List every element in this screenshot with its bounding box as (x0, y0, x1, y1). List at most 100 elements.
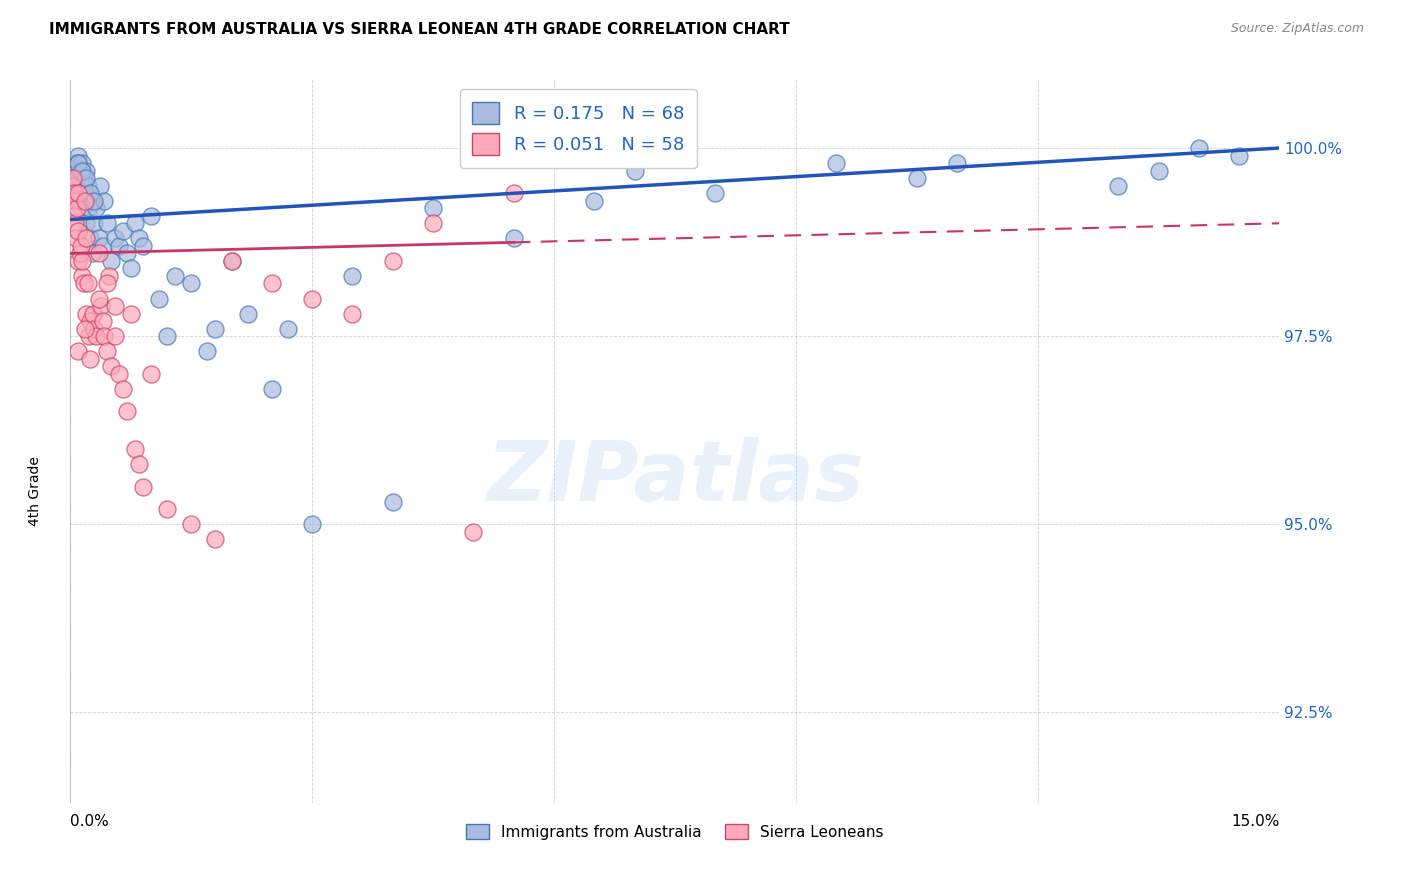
Point (704, 186, 727, 201)
Point (463, 524, 485, 539)
Point (65, 231, 87, 245)
Point (75, 307, 97, 321)
Point (89, 178, 111, 193)
Point (67, 156, 90, 170)
Point (72, 156, 94, 170)
Point (381, 253, 404, 268)
Point (260, 277, 283, 291)
Point (583, 194, 606, 208)
Point (63, 156, 86, 170)
Point (277, 321, 299, 335)
Point (120, 261, 142, 276)
Point (79, 186, 101, 201)
Point (107, 367, 129, 381)
Point (73, 194, 96, 208)
Point (195, 344, 218, 359)
Text: 4th Grade: 4th Grade (28, 456, 42, 525)
Point (422, 201, 444, 215)
Point (69, 163, 91, 178)
Point (107, 239, 129, 253)
Point (67, 186, 90, 201)
Point (63, 209, 86, 223)
Point (77, 201, 100, 215)
Point (79, 231, 101, 245)
Point (946, 156, 969, 170)
Point (84, 201, 107, 215)
Point (75, 216, 97, 230)
Point (91, 239, 114, 253)
Point (66, 224, 89, 238)
Point (1188, 141, 1211, 155)
Point (69, 246, 91, 260)
Point (67, 156, 90, 170)
Point (422, 216, 444, 230)
Point (1147, 163, 1170, 178)
Point (100, 359, 122, 374)
Point (180, 277, 202, 291)
Point (77, 178, 100, 193)
Point (96, 344, 118, 359)
Point (115, 246, 138, 260)
Point (83, 194, 105, 208)
Text: 0.0%: 0.0% (70, 814, 110, 829)
Point (67, 194, 90, 208)
Point (77, 277, 100, 291)
Point (96, 277, 118, 291)
Point (502, 231, 524, 245)
Point (63, 178, 86, 193)
Point (111, 224, 134, 238)
Point (62, 186, 84, 201)
Point (83, 321, 105, 335)
Point (221, 253, 243, 268)
Point (236, 307, 259, 321)
Point (67, 344, 90, 359)
Point (139, 367, 162, 381)
Text: Source: ZipAtlas.com: Source: ZipAtlas.com (1230, 22, 1364, 36)
Point (905, 171, 928, 186)
Point (502, 186, 524, 201)
Point (82, 307, 104, 321)
Point (180, 517, 202, 532)
Text: 15.0%: 15.0% (1232, 814, 1279, 829)
Point (156, 502, 179, 516)
Point (165, 268, 187, 283)
Point (87, 246, 110, 260)
Point (63, 216, 86, 230)
Point (825, 156, 848, 170)
Point (124, 442, 146, 456)
Point (156, 329, 179, 343)
Point (70, 186, 93, 201)
Point (342, 307, 364, 321)
Point (132, 239, 155, 253)
Point (98, 268, 121, 283)
Point (82, 246, 104, 260)
Point (132, 480, 155, 494)
Point (204, 321, 226, 335)
Point (104, 231, 127, 245)
Point (73, 277, 96, 291)
Point (66, 148, 89, 162)
Point (148, 292, 170, 306)
Point (73, 171, 96, 186)
Point (84, 329, 107, 343)
Point (72, 268, 94, 283)
Point (87, 231, 110, 245)
Point (73, 321, 96, 335)
Point (65, 163, 87, 178)
Point (623, 163, 645, 178)
Point (69, 178, 91, 193)
Text: ZIPatlas: ZIPatlas (486, 437, 863, 518)
Point (139, 209, 162, 223)
Point (83, 216, 105, 230)
Point (75, 171, 97, 186)
Point (120, 307, 142, 321)
Legend: Immigrants from Australia, Sierra Leoneans: Immigrants from Australia, Sierra Leonea… (460, 818, 890, 846)
Point (66, 201, 89, 215)
Point (79, 314, 101, 328)
Point (342, 268, 364, 283)
Text: IMMIGRANTS FROM AUSTRALIA VS SIERRA LEONEAN 4TH GRADE CORRELATION CHART: IMMIGRANTS FROM AUSTRALIA VS SIERRA LEON… (49, 22, 790, 37)
Point (104, 299, 127, 313)
Point (91, 314, 114, 328)
Point (60, 178, 83, 193)
Point (111, 382, 134, 396)
